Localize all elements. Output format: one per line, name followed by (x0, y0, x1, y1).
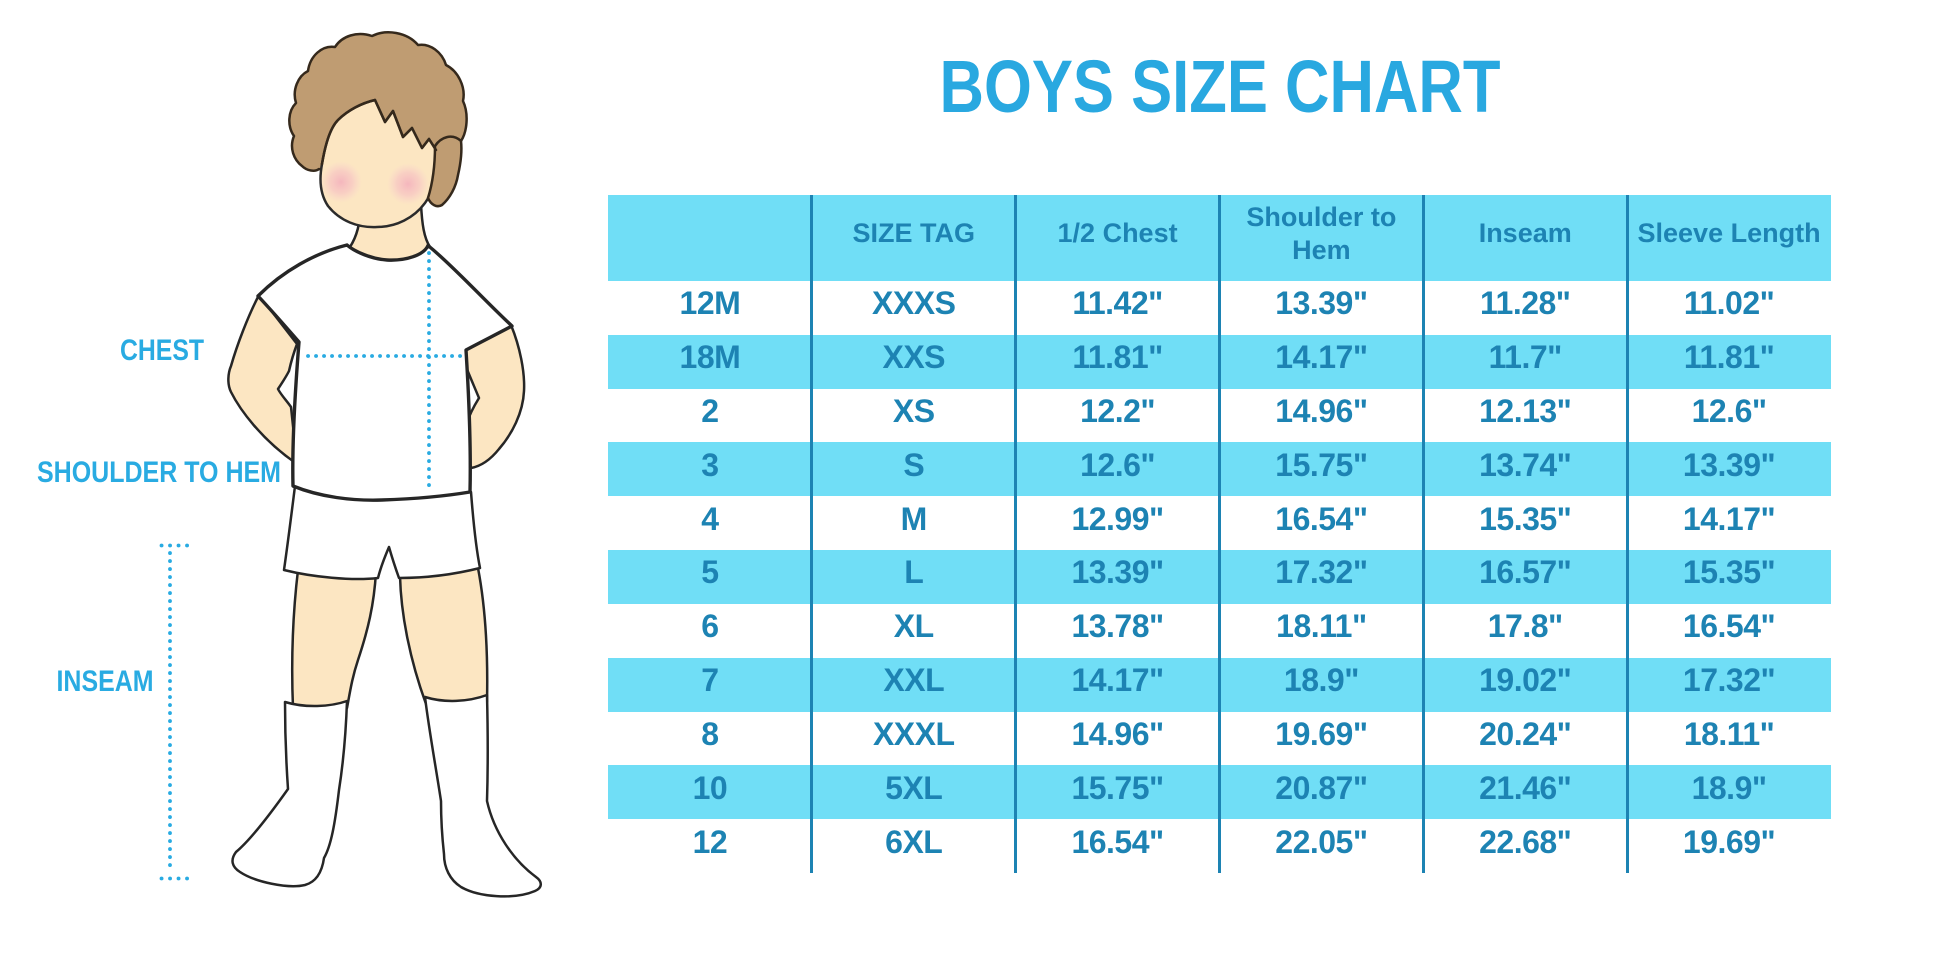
svg-text:SHOULDER TO HEM: SHOULDER TO HEM (37, 456, 281, 489)
svg-text:INSEAM: INSEAM (57, 665, 154, 698)
svg-text:BOYS SIZE CHART: BOYS SIZE CHART (940, 45, 1501, 128)
svg-text:CHEST: CHEST (120, 334, 204, 367)
